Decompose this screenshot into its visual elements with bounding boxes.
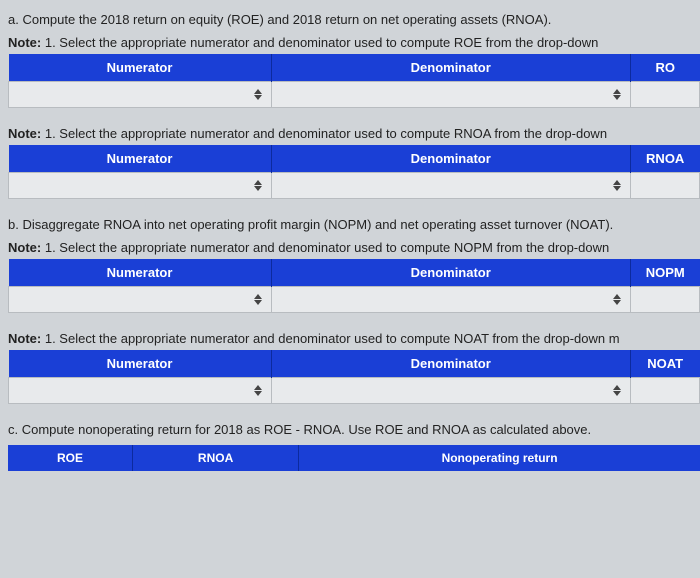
rnoa-numerator-dropdown[interactable] (9, 173, 271, 198)
nonop-header-nonop: Nonoperating return (299, 445, 700, 471)
roe-denominator-cell[interactable] (271, 82, 630, 108)
noat-header-denominator: Denominator (271, 350, 630, 378)
roe-header-row: Numerator Denominator RO (9, 54, 700, 82)
nonop-table: ROE RNOA Nonoperating return (8, 445, 700, 471)
rnoa-input-row (9, 173, 700, 199)
nopm-numerator-cell[interactable] (9, 287, 272, 313)
sort-icon (612, 179, 622, 193)
nonop-header-row: ROE RNOA Nonoperating return (8, 445, 700, 471)
note-noat: Note: 1. Select the appropriate numerato… (8, 331, 700, 346)
section-a-prompt: a. Compute the 2018 return on equity (RO… (8, 12, 700, 27)
rnoa-denominator-dropdown[interactable] (272, 173, 630, 198)
note-noat-text: 1. Select the appropriate numerator and … (45, 331, 620, 346)
note-rnoa: Note: 1. Select the appropriate numerato… (8, 126, 700, 141)
sort-icon (253, 293, 263, 307)
noat-header-numerator: Numerator (9, 350, 272, 378)
noat-table: Numerator Denominator NOAT (8, 350, 700, 404)
roe-denominator-dropdown[interactable] (272, 82, 630, 107)
nopm-input-row (9, 287, 700, 313)
rnoa-table: Numerator Denominator RNOA (8, 145, 700, 199)
rnoa-header-row: Numerator Denominator RNOA (9, 145, 700, 173)
noat-input-row (9, 378, 700, 404)
sort-icon (612, 384, 622, 398)
noat-denominator-dropdown[interactable] (272, 378, 630, 403)
nopm-header-result: NOPM (630, 259, 699, 287)
noat-denominator-cell[interactable] (271, 378, 630, 404)
nopm-result-cell[interactable] (630, 287, 699, 313)
sort-icon (612, 88, 622, 102)
nopm-header-row: Numerator Denominator NOPM (9, 259, 700, 287)
nopm-header-numerator: Numerator (9, 259, 272, 287)
sort-icon (253, 384, 263, 398)
sort-icon (253, 88, 263, 102)
note-nopm-text: 1. Select the appropriate numerator and … (45, 240, 609, 255)
nopm-table: Numerator Denominator NOPM (8, 259, 700, 313)
note-rnoa-text: 1. Select the appropriate numerator and … (45, 126, 607, 141)
nonop-header-rnoa: RNOA (133, 445, 299, 471)
section-c-prompt: c. Compute nonoperating return for 2018 … (8, 422, 700, 437)
rnoa-result-cell[interactable] (630, 173, 699, 199)
sort-icon (253, 179, 263, 193)
nopm-numerator-dropdown[interactable] (9, 287, 271, 312)
note-nopm: Note: 1. Select the appropriate numerato… (8, 240, 700, 255)
roe-header-result: RO (630, 54, 699, 82)
noat-header-row: Numerator Denominator NOAT (9, 350, 700, 378)
noat-numerator-dropdown[interactable] (9, 378, 271, 403)
nopm-header-denominator: Denominator (271, 259, 630, 287)
note-roe-text: 1. Select the appropriate numerator and … (45, 35, 599, 50)
nopm-denominator-dropdown[interactable] (272, 287, 630, 312)
note-label: Note: (8, 35, 41, 50)
roe-header-numerator: Numerator (9, 54, 272, 82)
roe-header-denominator: Denominator (271, 54, 630, 82)
roe-input-row (9, 82, 700, 108)
noat-header-result: NOAT (630, 350, 699, 378)
roe-numerator-dropdown[interactable] (9, 82, 271, 107)
rnoa-denominator-cell[interactable] (271, 173, 630, 199)
rnoa-header-result: RNOA (630, 145, 699, 173)
roe-result-cell[interactable] (630, 82, 699, 108)
note-label: Note: (8, 126, 41, 141)
rnoa-numerator-cell[interactable] (9, 173, 272, 199)
roe-table: Numerator Denominator RO (8, 54, 700, 108)
sort-icon (612, 293, 622, 307)
noat-result-cell[interactable] (630, 378, 699, 404)
section-b-prompt: b. Disaggregate RNOA into net operating … (8, 217, 700, 232)
noat-numerator-cell[interactable] (9, 378, 272, 404)
rnoa-header-numerator: Numerator (9, 145, 272, 173)
nopm-denominator-cell[interactable] (271, 287, 630, 313)
worksheet-page: a. Compute the 2018 return on equity (RO… (0, 0, 700, 471)
roe-numerator-cell[interactable] (9, 82, 272, 108)
nonop-header-roe: ROE (8, 445, 133, 471)
rnoa-header-denominator: Denominator (271, 145, 630, 173)
note-label: Note: (8, 331, 41, 346)
note-roe: Note: 1. Select the appropriate numerato… (8, 35, 700, 50)
note-label: Note: (8, 240, 41, 255)
